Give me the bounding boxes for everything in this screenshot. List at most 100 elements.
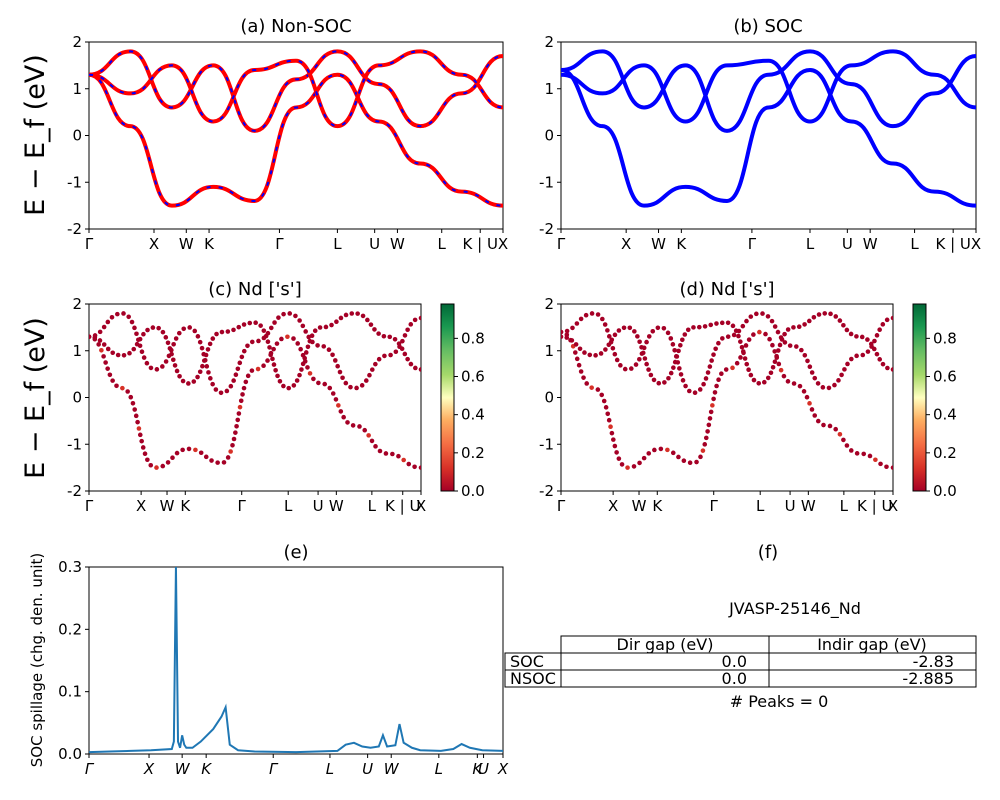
x-tick-label: X — [136, 497, 146, 515]
projected-point — [327, 385, 333, 391]
projected-point — [305, 344, 311, 350]
projected-point — [231, 378, 236, 383]
projected-point — [203, 352, 209, 358]
projected-point — [170, 455, 175, 461]
x-tick-label: L — [333, 235, 342, 253]
projected-point — [616, 328, 622, 333]
x-tick-label: W — [384, 760, 400, 778]
projected-point — [369, 438, 375, 444]
projected-point — [265, 339, 271, 345]
projected-point — [241, 348, 247, 354]
projected-point — [606, 342, 612, 348]
projected-point — [265, 358, 270, 363]
projected-point — [665, 330, 671, 336]
projected-point — [160, 463, 166, 469]
projected-point — [362, 427, 368, 433]
projected-point — [640, 350, 646, 356]
projected-point — [181, 326, 187, 332]
band-lines — [89, 311, 421, 470]
projected-point — [646, 367, 651, 372]
projected-point — [703, 376, 709, 381]
projected-point — [561, 329, 564, 335]
projected-point — [139, 349, 145, 355]
y-tick-label: 1 — [72, 80, 82, 98]
projected-point — [267, 345, 272, 350]
projected-point — [245, 343, 250, 349]
projected-point — [741, 350, 746, 356]
projected-point — [141, 331, 146, 337]
colorbar-tick-label: 0.4 — [461, 406, 485, 424]
projected-point — [115, 352, 121, 358]
projected-point — [241, 385, 247, 391]
projected-point — [203, 454, 209, 460]
projected-point — [589, 385, 594, 390]
projected-point — [107, 372, 113, 378]
projected-point — [142, 451, 148, 457]
projected-point — [854, 353, 859, 359]
projected-point — [291, 336, 296, 341]
projected-point — [145, 457, 150, 463]
projected-point — [233, 372, 239, 378]
projected-point — [195, 374, 200, 380]
projected-point — [635, 334, 640, 339]
colorbar-c — [440, 303, 455, 492]
projected-point — [368, 322, 374, 327]
band-ylabel-top: E − E_f (eV) — [20, 54, 51, 216]
projected-point — [746, 337, 752, 342]
x-tick-label: L — [284, 497, 293, 515]
projected-point — [583, 312, 589, 318]
projected-point — [637, 357, 642, 362]
projected-point — [241, 322, 247, 327]
projected-point — [412, 317, 418, 323]
projected-point — [622, 366, 628, 372]
panel-e-title: (e) — [283, 542, 308, 563]
projected-point — [644, 339, 649, 345]
x-tick-label: X — [416, 497, 426, 515]
y-tick-label: 2 — [72, 33, 82, 51]
projected-point — [685, 327, 691, 333]
x-tick-label: Γ — [275, 235, 284, 253]
x-tick-label: W — [632, 497, 647, 515]
projected-point — [307, 338, 313, 344]
projected-point — [644, 361, 649, 367]
projected-point — [809, 370, 815, 375]
projected-point — [218, 390, 224, 396]
projected-point — [573, 342, 579, 347]
projected-point — [736, 333, 741, 339]
projected-point — [208, 376, 213, 381]
projected-point — [697, 387, 703, 392]
projected-point — [148, 462, 154, 468]
projected-point — [865, 337, 870, 342]
table-header-indir: Indir gap (eV) — [817, 635, 927, 654]
panel-e-plot: 0.00.10.20.3Γ X W K Γ L U W L KU X — [58, 558, 509, 778]
projected-point — [711, 352, 716, 357]
projected-point — [150, 325, 156, 330]
projected-point — [710, 403, 715, 408]
plot-frame — [88, 41, 504, 230]
projected-point — [173, 336, 179, 341]
projected-point — [231, 327, 236, 333]
y-tick-label: 0.2 — [58, 620, 82, 638]
projected-point — [712, 390, 718, 395]
spillage-series — [89, 567, 503, 754]
projected-point — [578, 316, 584, 322]
projected-point — [751, 377, 757, 383]
y-tick-label: -1 — [539, 435, 554, 453]
projected-point — [730, 365, 735, 371]
x-tick-label: K — [652, 497, 663, 515]
projected-point — [842, 367, 847, 372]
projected-point — [650, 328, 656, 334]
projected-point — [641, 455, 647, 461]
projected-point — [804, 394, 810, 400]
x-tick-label: U — [478, 760, 489, 778]
projected-point — [885, 365, 890, 371]
projected-point — [686, 388, 692, 394]
projected-point — [564, 335, 570, 340]
projected-point — [774, 353, 779, 359]
colorbar-ticks: 0.0 0.2 0.4 0.6 0.8 0.0 0.2 0.4 0.6 0.8 — [454, 329, 957, 500]
projected-point — [312, 328, 318, 334]
projected-point — [797, 383, 803, 389]
projected-point — [874, 351, 880, 357]
x-tick-label: L — [806, 235, 815, 253]
plot-frame — [88, 566, 504, 755]
